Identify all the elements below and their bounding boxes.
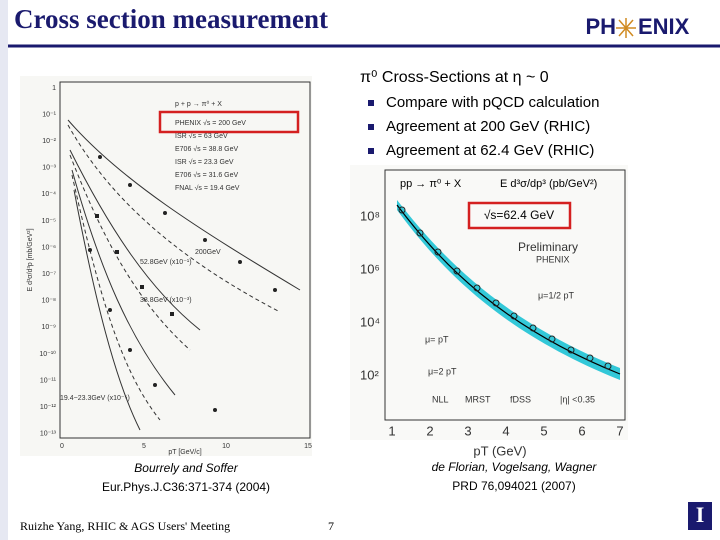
x-tick-label: 2	[426, 423, 433, 438]
x-tick-label: 5	[540, 423, 547, 438]
right-points	[398, 206, 612, 370]
right-plot-frame	[384, 169, 626, 421]
y-tick-label: 10⁻⁶	[42, 244, 56, 251]
y-tick-label: 10⁻⁴	[42, 191, 57, 198]
bullet-marker	[368, 148, 374, 154]
x-tick-label: 10	[222, 443, 230, 450]
y-axis-label: E d³σ/d³p [mb/GeV²]	[27, 228, 34, 291]
y-tick-label: 10⁻⁵	[42, 218, 56, 225]
x-tick-label: 1	[388, 423, 395, 438]
left-plot-frame	[59, 81, 311, 439]
plot-label: MRST	[465, 394, 491, 404]
x-axis-label: pT [GeV/c]	[168, 449, 201, 456]
plot-label: μ=2 pT	[428, 366, 457, 376]
plot-label: NLL	[432, 394, 449, 404]
curve-label: 200GeV	[195, 249, 221, 256]
plot-label: μ=1/2 pT	[538, 290, 574, 300]
legend-entry: E706 √s = 38.8 GeV	[175, 145, 239, 153]
bullet: Agreement at 62.4 GeV (RHIC)	[386, 142, 594, 159]
logo-right: ENIX	[638, 14, 690, 39]
y-tick-label: 10⁻⁷	[42, 271, 56, 278]
footer-author: Ruizhe Yang, RHIC & AGS Users' Meeting	[20, 519, 230, 533]
highlight-box-62	[467, 201, 572, 230]
x-tick-label: 7	[616, 423, 623, 438]
y-tick-label: 10⁸	[360, 208, 380, 223]
y-tick-label: 1	[52, 85, 56, 92]
x-tick-label: 6	[578, 423, 585, 438]
bullet-marker	[368, 100, 374, 106]
y-tick-label: 10⁻¹¹	[40, 377, 57, 384]
plot-label: |η| <0.35	[560, 394, 595, 404]
y-tick-label: 10⁻¹	[42, 111, 56, 118]
legend-entry: PHENIX √s = 200 GeV	[175, 119, 246, 127]
plot-title: pp → π⁰ + X	[400, 178, 462, 190]
y-tick-label: 10⁻¹³	[40, 431, 57, 438]
page-number: 7	[328, 519, 334, 533]
x-tick-label: 5	[142, 443, 146, 450]
plot-label: μ= pT	[425, 334, 449, 344]
plot-label: fDSS	[510, 394, 531, 404]
x-tick-label: 15	[304, 443, 312, 450]
y-tick-label: 10⁴	[360, 314, 380, 329]
y-tick-label: 10⁻³	[42, 165, 56, 172]
plot-label: Preliminary	[518, 240, 578, 254]
box-label: √s=62.4 GeV	[484, 208, 554, 222]
band	[397, 200, 620, 380]
right-caption: PRD 76,094021 (2007)	[452, 479, 575, 493]
plot-label: PHENIX	[536, 254, 570, 264]
highlight-box	[158, 110, 300, 134]
bullet-marker	[368, 124, 374, 130]
icon-letter: I	[696, 502, 705, 527]
x-tick-label: 4	[502, 423, 509, 438]
heading: π⁰ Cross-Sections at η ~ 0	[360, 69, 549, 86]
central-curve	[396, 204, 621, 375]
legend-entry: p + p → π⁰ + X	[175, 100, 222, 108]
legend-entry: E706 √s = 31.6 GeV	[175, 171, 239, 179]
logo-star	[616, 18, 636, 38]
bullet: Compare with pQCD calculation	[386, 94, 599, 111]
curve-label: 38.8GeV (x10⁻³)	[140, 297, 192, 304]
y-tick-label: 10⁶	[360, 261, 380, 276]
x-tick-label: 3	[464, 423, 471, 438]
y-tick-label: 10⁻¹⁰	[39, 350, 56, 358]
legend-entry: FNAL √s = 19.4 GeV	[175, 184, 240, 192]
curve-label: 19.4−23.3GeV (x10⁻⁵)	[60, 395, 130, 402]
x-axis-label: pT (GeV)	[473, 443, 526, 458]
bullet: Agreement at 200 GeV (RHIC)	[386, 118, 590, 135]
logo-left: PH	[585, 14, 616, 39]
y-tick-label: 10⁻⁸	[42, 298, 56, 305]
title: Cross section measurement	[14, 4, 328, 34]
curve-label: 52.8GeV (x10⁻¹)	[140, 259, 192, 266]
left-points	[88, 155, 277, 412]
legend-entry: ISR √s = 23.3 GeV	[175, 158, 234, 166]
icon	[688, 502, 712, 530]
left-caption: Bourrely and Soffer	[134, 461, 238, 475]
x-tick-label: 0	[60, 443, 64, 450]
y-tick-label: 10⁻⁹	[42, 324, 56, 331]
y-tick-label: 10⁻¹²	[40, 404, 57, 411]
right-caption: de Florian, Vogelsang, Wagner	[432, 460, 598, 474]
y-axis-label: E d³σ/dp³ (pb/GeV²)	[500, 178, 597, 190]
side-strip	[0, 0, 8, 540]
y-tick-label: 10²	[360, 367, 379, 382]
legend-entry: ISR √s = 63 GeV	[175, 132, 228, 140]
y-tick-label: 10⁻²	[42, 138, 56, 145]
left-caption: Eur.Phys.J.C36:371-374 (2004)	[102, 480, 270, 494]
left-plot-bg	[20, 76, 312, 456]
left-curves	[67, 119, 301, 431]
